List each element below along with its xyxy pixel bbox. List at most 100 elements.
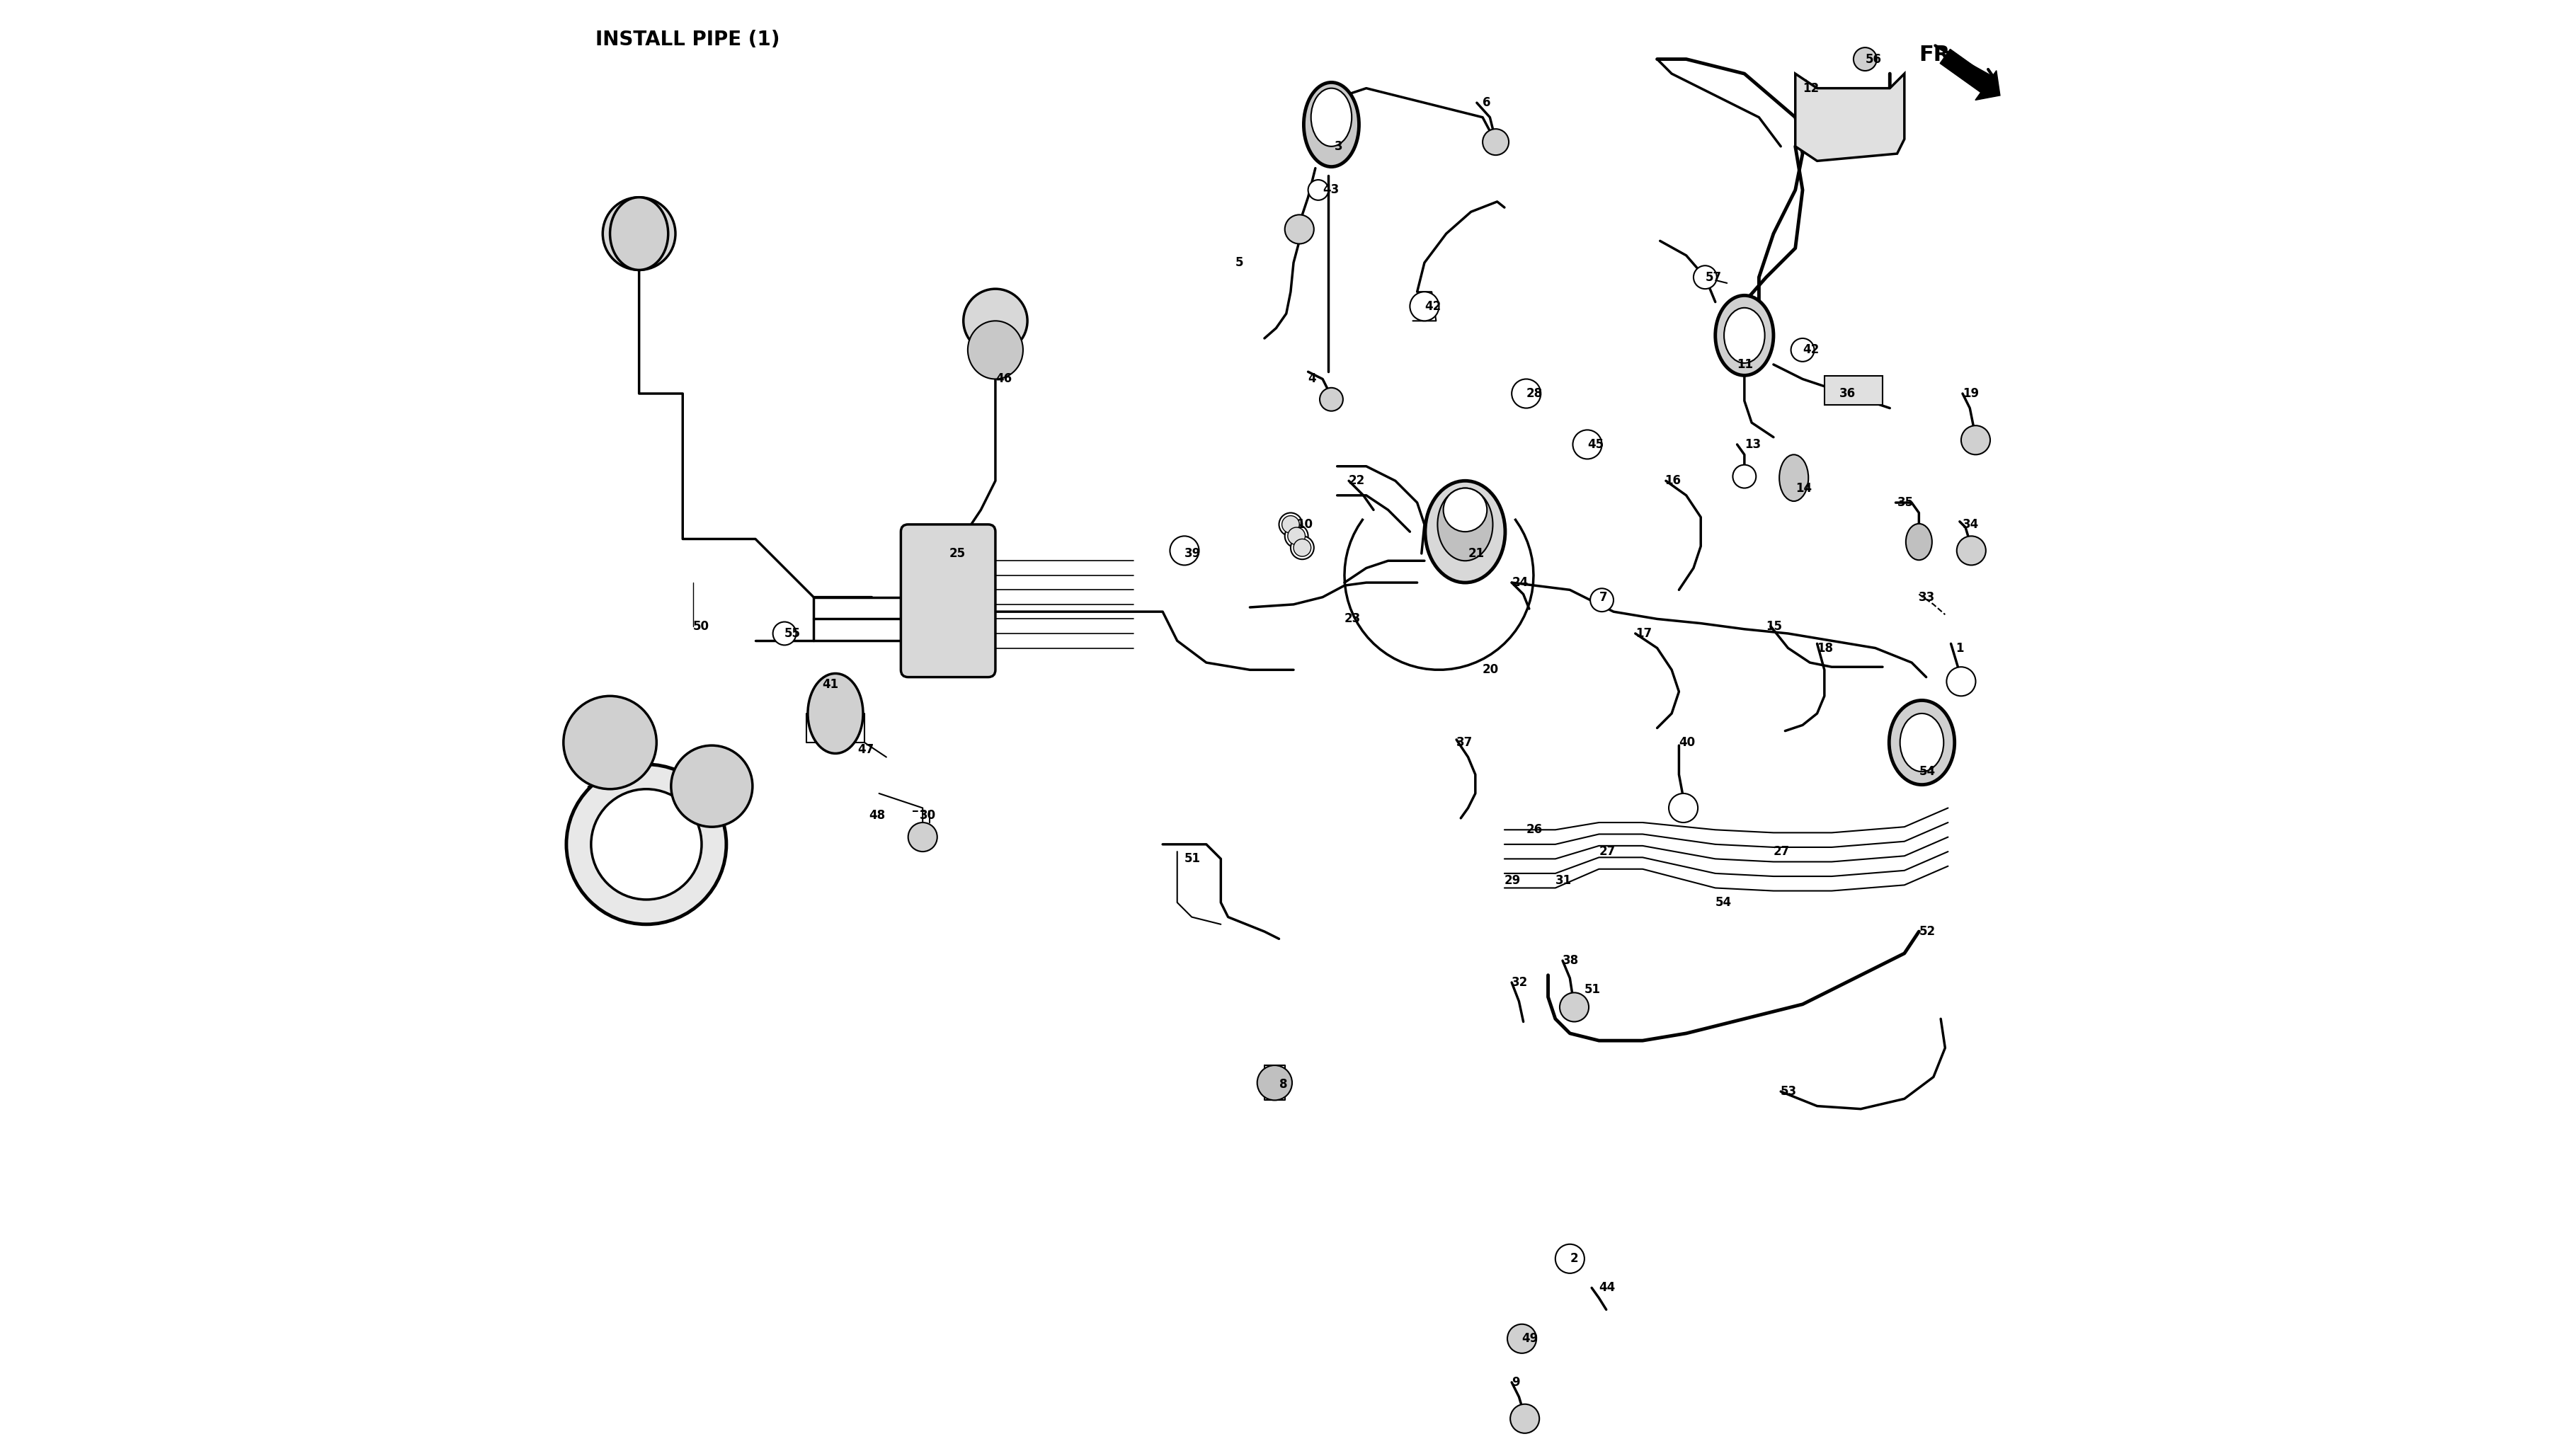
Circle shape xyxy=(670,745,752,827)
Text: 52: 52 xyxy=(1918,925,1936,938)
Circle shape xyxy=(1962,425,1990,454)
Text: 32: 32 xyxy=(1512,976,1527,989)
Circle shape xyxy=(1560,993,1589,1022)
Text: 53: 53 xyxy=(1780,1085,1798,1098)
Text: 11: 11 xyxy=(1737,358,1752,371)
Text: 10: 10 xyxy=(1297,518,1312,531)
Circle shape xyxy=(1443,488,1486,531)
Ellipse shape xyxy=(1305,83,1358,167)
Ellipse shape xyxy=(1312,89,1351,147)
Text: 36: 36 xyxy=(1839,387,1855,400)
Circle shape xyxy=(1284,524,1307,547)
PathPatch shape xyxy=(1796,74,1903,162)
Text: 2: 2 xyxy=(1571,1252,1578,1265)
Text: 54: 54 xyxy=(1716,895,1732,909)
Text: 43: 43 xyxy=(1322,183,1338,197)
Text: 21: 21 xyxy=(1468,547,1484,561)
Text: 22: 22 xyxy=(1348,475,1366,488)
Text: 30: 30 xyxy=(921,810,936,821)
Text: 46: 46 xyxy=(995,373,1013,386)
Circle shape xyxy=(1256,1066,1292,1101)
Circle shape xyxy=(1507,1324,1537,1353)
Text: 56: 56 xyxy=(1865,52,1880,66)
Text: 39: 39 xyxy=(1184,547,1200,561)
Text: 19: 19 xyxy=(1962,387,1980,400)
Text: 14: 14 xyxy=(1796,482,1811,495)
Circle shape xyxy=(1509,1404,1540,1433)
Circle shape xyxy=(565,699,655,786)
Circle shape xyxy=(1279,513,1302,536)
Text: 15: 15 xyxy=(1765,620,1783,632)
Circle shape xyxy=(1409,291,1440,320)
Circle shape xyxy=(908,823,936,852)
Circle shape xyxy=(1573,430,1601,459)
Circle shape xyxy=(1693,265,1716,288)
Text: 45: 45 xyxy=(1589,438,1604,451)
Circle shape xyxy=(1282,515,1299,533)
Text: 37: 37 xyxy=(1456,737,1473,748)
Text: 34: 34 xyxy=(1962,518,1980,531)
Circle shape xyxy=(931,533,967,568)
Text: 16: 16 xyxy=(1665,475,1681,488)
Text: 51: 51 xyxy=(1184,853,1200,865)
Circle shape xyxy=(1169,536,1200,565)
Ellipse shape xyxy=(1780,454,1809,501)
Ellipse shape xyxy=(1438,488,1494,561)
Ellipse shape xyxy=(1724,307,1765,363)
Circle shape xyxy=(1320,387,1343,411)
Circle shape xyxy=(604,197,675,269)
Text: 54: 54 xyxy=(1918,766,1936,778)
Circle shape xyxy=(1284,214,1315,243)
Text: 20: 20 xyxy=(1484,664,1499,676)
Ellipse shape xyxy=(1425,480,1504,582)
Text: 24: 24 xyxy=(1512,577,1527,590)
Circle shape xyxy=(1855,48,1878,71)
Ellipse shape xyxy=(808,674,862,753)
Text: 38: 38 xyxy=(1563,954,1578,967)
Circle shape xyxy=(565,764,726,925)
Circle shape xyxy=(570,767,724,922)
Text: 48: 48 xyxy=(870,810,885,821)
Text: 29: 29 xyxy=(1504,874,1522,887)
Circle shape xyxy=(673,748,749,824)
Text: 42: 42 xyxy=(1803,344,1819,357)
Text: 51: 51 xyxy=(1583,983,1601,996)
Text: 4: 4 xyxy=(1307,373,1317,386)
Text: 33: 33 xyxy=(1918,591,1936,603)
Ellipse shape xyxy=(1901,713,1944,772)
Text: 12: 12 xyxy=(1803,82,1819,95)
Circle shape xyxy=(1591,588,1614,612)
Text: 47: 47 xyxy=(857,744,875,756)
Text: 8: 8 xyxy=(1279,1077,1287,1091)
Circle shape xyxy=(1512,379,1540,408)
Text: 27: 27 xyxy=(1773,846,1791,858)
Circle shape xyxy=(964,288,1028,352)
Text: 6: 6 xyxy=(1484,96,1491,109)
Text: 13: 13 xyxy=(1745,438,1760,451)
Circle shape xyxy=(1287,527,1305,545)
Circle shape xyxy=(591,789,701,900)
Circle shape xyxy=(1732,464,1755,488)
Ellipse shape xyxy=(1890,700,1954,785)
Text: 18: 18 xyxy=(1816,642,1834,654)
Circle shape xyxy=(1294,539,1312,556)
Text: 41: 41 xyxy=(821,678,839,690)
Text: 28: 28 xyxy=(1527,387,1542,400)
Text: 26: 26 xyxy=(1527,824,1542,836)
Text: 5: 5 xyxy=(1236,256,1243,269)
Ellipse shape xyxy=(609,197,668,269)
Text: 17: 17 xyxy=(1635,628,1652,639)
Circle shape xyxy=(1484,130,1509,156)
Text: 42: 42 xyxy=(1425,300,1440,313)
Text: 1: 1 xyxy=(1954,642,1965,654)
Circle shape xyxy=(1957,536,1985,565)
Circle shape xyxy=(1791,338,1814,361)
Circle shape xyxy=(1307,181,1328,199)
Text: 49: 49 xyxy=(1522,1332,1537,1345)
Text: 40: 40 xyxy=(1678,737,1696,748)
FancyArrow shape xyxy=(1939,50,2000,100)
Circle shape xyxy=(1947,667,1975,696)
Ellipse shape xyxy=(967,320,1023,379)
Text: INSTALL PIPE (1): INSTALL PIPE (1) xyxy=(596,31,780,50)
Circle shape xyxy=(773,622,796,645)
